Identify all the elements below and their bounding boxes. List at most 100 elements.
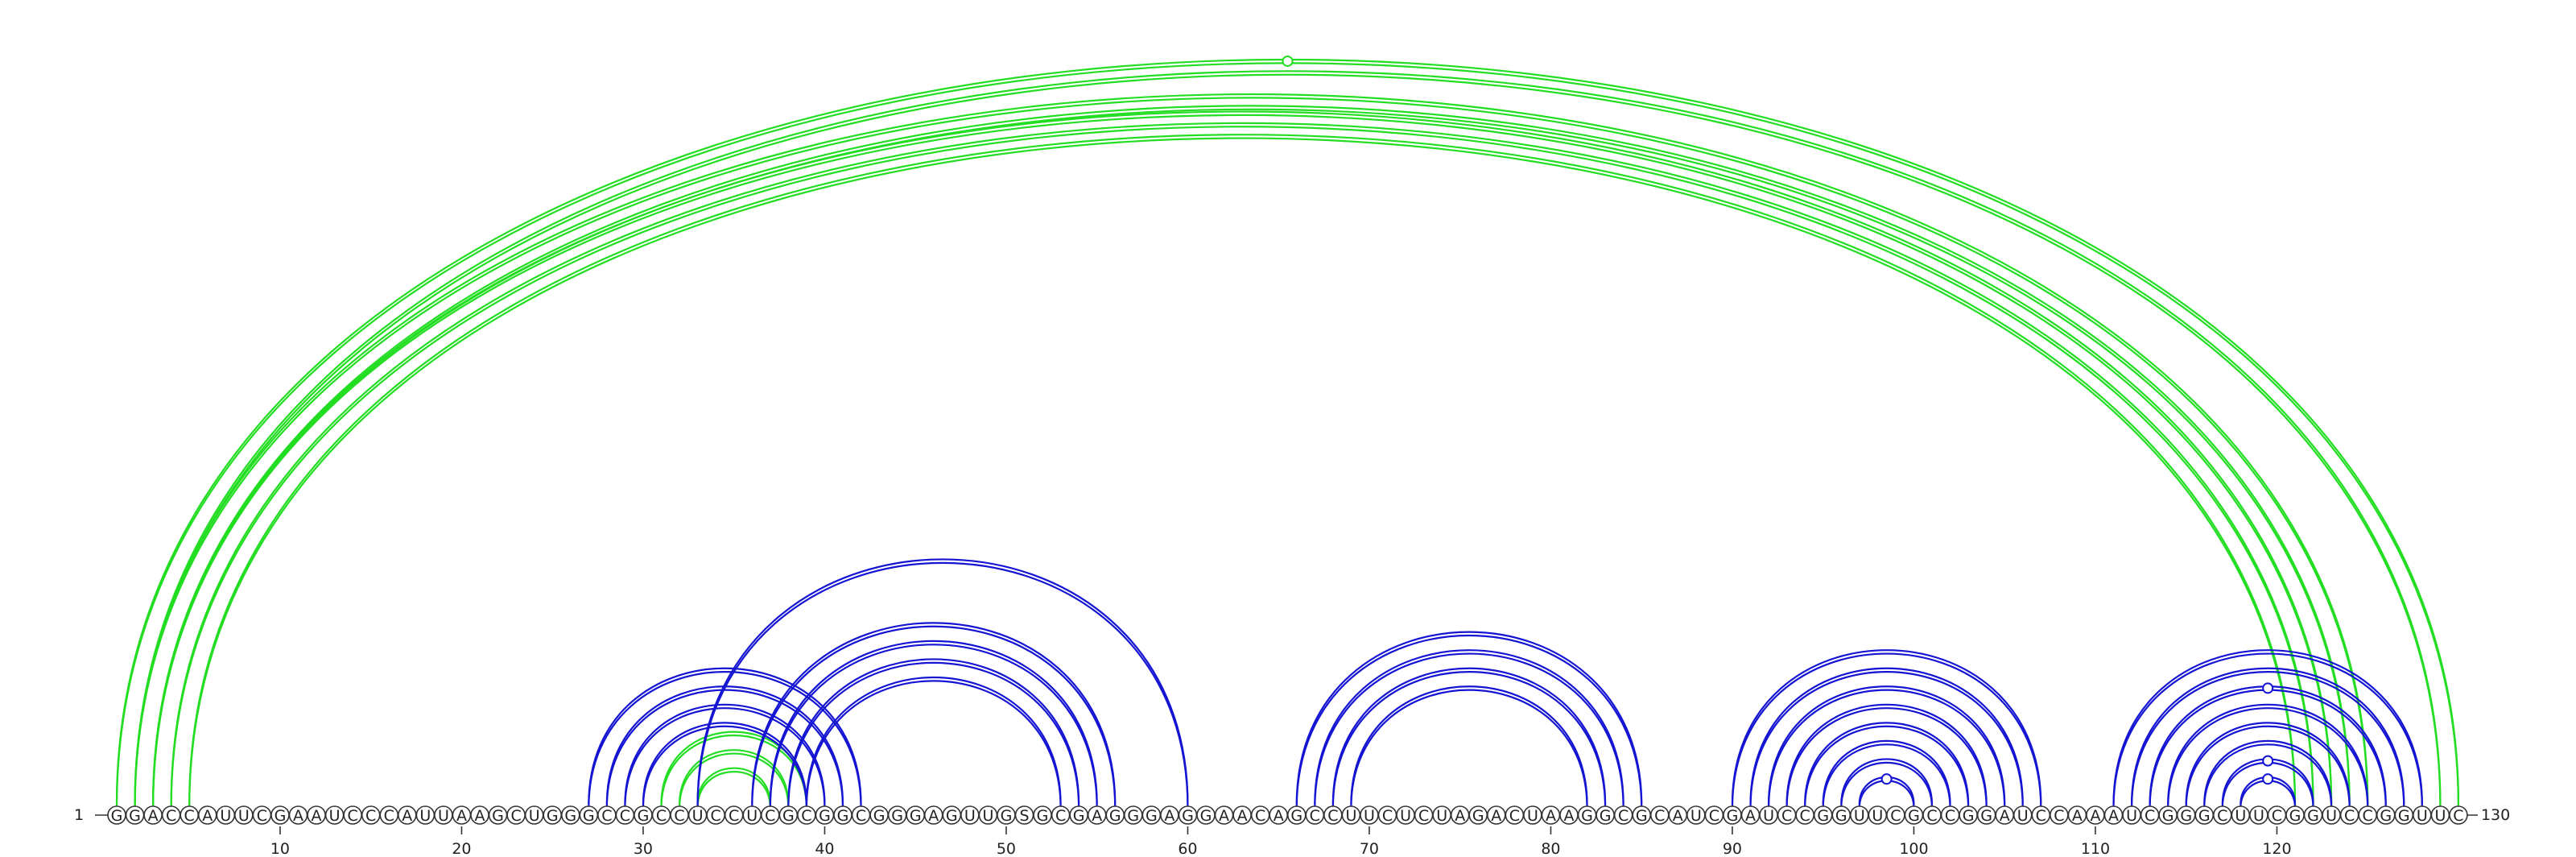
green-base-pair-arc bbox=[134, 70, 2442, 809]
nucleotide: C bbox=[1613, 805, 1633, 825]
green-base-pair-arc bbox=[660, 731, 807, 809]
nucleotide-letter: G bbox=[873, 807, 886, 825]
nucleotide-letter: G bbox=[1908, 807, 1920, 825]
nucleotide-letter: C bbox=[348, 807, 358, 825]
nucleotide-letter: C bbox=[729, 807, 739, 825]
nucleotide-letter: C bbox=[801, 807, 811, 825]
nucleotide: G bbox=[1577, 805, 1597, 825]
nucleotide-letter: A bbox=[1274, 807, 1284, 825]
position-tick-label: 110 bbox=[2081, 840, 2110, 857]
blue-base-pair-arc bbox=[642, 722, 807, 809]
nucleotide-letter: C bbox=[1509, 807, 1520, 825]
nucleotide: U bbox=[1850, 805, 1869, 825]
nucleotide: U bbox=[742, 805, 762, 825]
nucleotide: G bbox=[869, 805, 889, 825]
nucleotide-letter: U bbox=[329, 807, 341, 825]
nucleotide: U bbox=[434, 805, 453, 825]
nucleotide: U bbox=[2231, 805, 2251, 825]
noncanonical-pair-marker bbox=[1282, 55, 1294, 67]
nucleotide-letter: U bbox=[982, 807, 993, 825]
nucleotide: C bbox=[2213, 805, 2232, 825]
blue-base-pair-arc bbox=[1350, 685, 1588, 809]
nucleotide: A bbox=[1160, 805, 1179, 825]
nucleotide-letter: C bbox=[1800, 807, 1810, 825]
nucleotide-letter: U bbox=[964, 807, 976, 825]
nucleotide-letter: G bbox=[1001, 807, 1013, 825]
nucleotide-letter: C bbox=[257, 807, 267, 825]
nucleotide: A bbox=[1269, 805, 1288, 825]
nucleotide: C bbox=[724, 805, 744, 825]
nucleotide-circle bbox=[2449, 805, 2468, 825]
nucleotide-letter: A bbox=[1455, 807, 1465, 825]
nucleotide-letter: U bbox=[2417, 807, 2428, 825]
nucleotide: U bbox=[1868, 805, 1888, 825]
nucleotide-letter: C bbox=[365, 807, 376, 825]
nucleotide: G bbox=[2285, 805, 2305, 825]
nucleotide-letter: G bbox=[1963, 807, 1975, 825]
nucleotide: C bbox=[1505, 805, 1525, 825]
nucleotide-letter: G bbox=[1472, 807, 1484, 825]
nucleotide-letter: G bbox=[2398, 807, 2410, 825]
nucleotide: U bbox=[1396, 805, 1415, 825]
nucleotide-letter: A bbox=[312, 807, 322, 825]
nucleotide-letter: U bbox=[1364, 807, 1375, 825]
nucleotide: C bbox=[1305, 805, 1325, 825]
nucleotide-letter: U bbox=[1527, 807, 1538, 825]
noncanonical-pair-marker bbox=[1880, 773, 1893, 785]
nucleotide-letter: G bbox=[1182, 807, 1194, 825]
nucleotide: U bbox=[2122, 805, 2141, 825]
nucleotide-letter: U bbox=[2326, 807, 2337, 825]
nucleotide: C bbox=[361, 805, 381, 825]
nucleotide-letter: C bbox=[2272, 807, 2282, 825]
pair-marker-group bbox=[1282, 55, 2274, 785]
nucleotide-letter: G bbox=[1127, 807, 1139, 825]
nucleotide: U bbox=[524, 805, 544, 825]
nucleotide: A bbox=[307, 805, 326, 825]
nucleotide: C bbox=[1051, 805, 1071, 825]
nucleotide-letter: C bbox=[1709, 807, 1719, 825]
nucleotide-letter: U bbox=[1400, 807, 1411, 825]
nucleotide-letter: G bbox=[1109, 807, 1121, 825]
nucleotide-letter: A bbox=[1219, 807, 1229, 825]
nucleotide-letter: G bbox=[910, 807, 922, 825]
nucleotide: A bbox=[470, 805, 489, 825]
nucleotide-letter: G bbox=[819, 807, 831, 825]
nucleotide: G bbox=[1033, 805, 1052, 825]
nucleotide-letter: U bbox=[2126, 807, 2137, 825]
nucleotide: C bbox=[706, 805, 725, 825]
nucleotide-letter: C bbox=[2036, 807, 2046, 825]
nucleotide-letter: G bbox=[1600, 807, 1612, 825]
nucleotide-letter: U bbox=[1345, 807, 1356, 825]
nucleotide: A bbox=[288, 805, 308, 825]
nucleotide-letter: U bbox=[1436, 807, 1447, 825]
green-base-pair-arc bbox=[134, 93, 2369, 809]
nucleotide-letter: C bbox=[656, 807, 667, 825]
nucleotide-letter: C bbox=[856, 807, 866, 825]
nucleotide: U bbox=[216, 805, 236, 825]
nucleotide-letter: U bbox=[529, 807, 540, 825]
nucleotide: A bbox=[197, 805, 217, 825]
nucleotide-letter: C bbox=[1327, 807, 1338, 825]
nucleotide: U bbox=[960, 805, 980, 825]
nucleotide: C bbox=[2031, 805, 2051, 825]
nucleotide: C bbox=[2449, 805, 2468, 825]
nucleotide-letter: A bbox=[402, 807, 412, 825]
nucleotide-letter: C bbox=[2363, 807, 2373, 825]
position-tick-label: 30 bbox=[634, 840, 653, 857]
nucleotide: A bbox=[1232, 805, 1252, 825]
blue-base-pair-arc bbox=[769, 640, 1098, 809]
nucleotide-letter: A bbox=[293, 807, 303, 825]
nucleotide: G bbox=[634, 805, 653, 825]
green-base-pair-arc bbox=[115, 58, 2460, 809]
nucleotide-letter: C bbox=[166, 807, 176, 825]
nucleotide: G bbox=[833, 805, 852, 825]
nucleotide: A bbox=[397, 805, 417, 825]
nucleotide: C bbox=[1649, 805, 1670, 825]
blue-base-pair-arc bbox=[1840, 758, 1934, 809]
position-tick-label: 80 bbox=[1541, 840, 1560, 857]
nucleotide: C bbox=[1922, 805, 1942, 825]
nucleotide-letter: C bbox=[2217, 807, 2227, 825]
blue-base-pair-arc bbox=[2203, 739, 2333, 809]
nucleotide: U bbox=[2413, 805, 2432, 825]
nucleotide: A bbox=[2086, 805, 2105, 825]
